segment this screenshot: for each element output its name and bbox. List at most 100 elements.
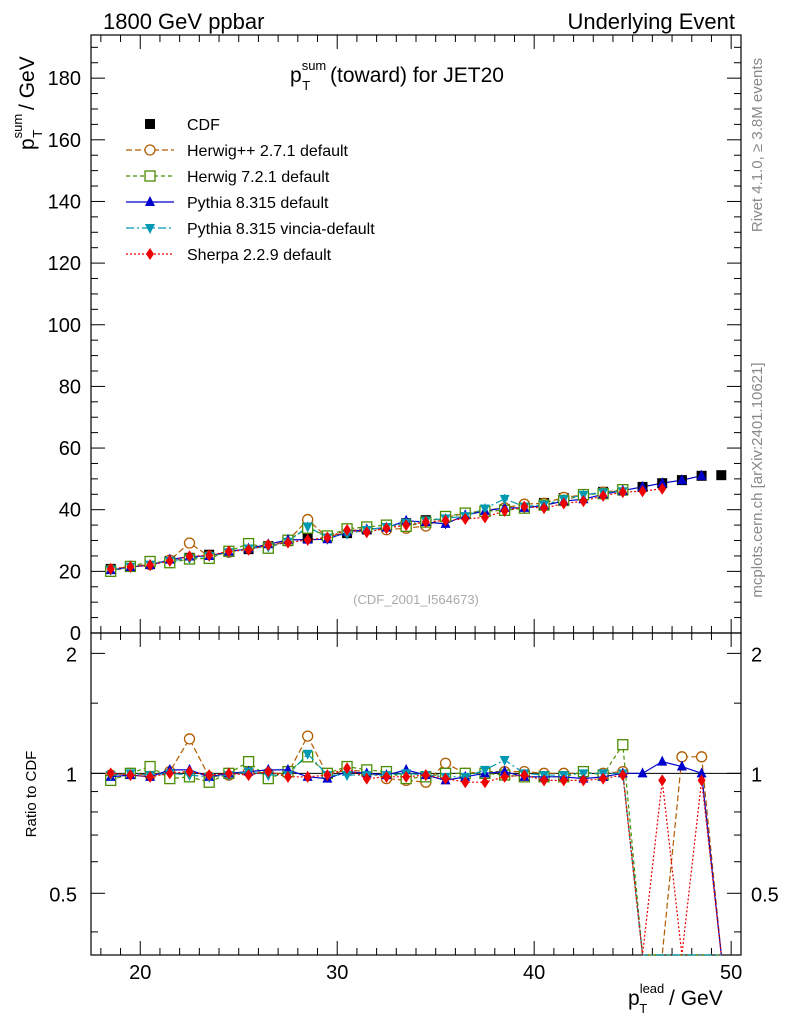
ratio-point-sherpa-2-2-9-default <box>362 772 371 785</box>
legend: CDF Herwig++ 2.7.1 default Herwig 7.2.1 de… <box>126 117 375 264</box>
data-point-herwig-2-7-1-default <box>183 537 196 549</box>
data-point-cdf <box>716 470 727 481</box>
data-point-sherpa-2-2-9-default <box>618 486 627 499</box>
mcplots-label: mcplots.cern.ch [arXiv:2401.10621] <box>749 362 766 597</box>
ratio-point-sherpa-2-2-9-default <box>146 770 155 783</box>
x-axis-label: plead T / GeV <box>628 981 723 1016</box>
data-point-sherpa-2-2-9-default <box>323 531 332 544</box>
x-tick-label: 50 <box>720 962 742 984</box>
data-point-sherpa-2-2-9-default <box>126 560 135 573</box>
main-series-layer <box>105 469 727 578</box>
x-tick-label: 20 <box>129 962 151 984</box>
data-point-pythia-8-315-default <box>676 474 687 485</box>
legend-label-herwig-2-7-1-default: Herwig++ 2.7.1 default <box>187 143 349 160</box>
ratio-point-pythia-8-315-default <box>657 755 668 766</box>
ratio-tick-label-right: 1 <box>751 764 762 786</box>
data-point-sherpa-2-2-9-default <box>599 489 608 502</box>
ratio-point-herwig-7-2-1-default <box>242 755 255 768</box>
ratio-point-sherpa-2-2-9-default <box>658 774 667 787</box>
data-point-sherpa-2-2-9-default <box>559 497 568 510</box>
y-tick-label: 100 <box>48 315 81 337</box>
data-point-sherpa-2-2-9-default <box>579 495 588 508</box>
legend-label-pythia-8-315-default: Pythia 8.315 default <box>187 195 329 212</box>
ratio-point-pythia-8-315-vincia-default <box>479 765 490 776</box>
ratio-tick-label-left: 1 <box>66 764 77 786</box>
y-tick-label: 180 <box>48 68 81 90</box>
ratio-line-herwig-2-7-1-default <box>110 734 722 956</box>
legend-marker-pythia-8-315-vincia-default <box>145 224 155 234</box>
data-point-sherpa-2-2-9-default <box>480 511 489 524</box>
ratio-point-herwig-7-2-1-default <box>617 739 629 751</box>
ratio-point-sherpa-2-2-9-default <box>520 769 529 782</box>
ratio-point-pythia-8-315-vincia-default <box>302 749 313 760</box>
chart-title: psum T (toward) for JET20 <box>290 58 504 93</box>
data-point-sherpa-2-2-9-default <box>224 545 233 558</box>
ratio-point-herwig-2-7-1-default <box>695 751 708 763</box>
ratio-point-herwig-2-7-1-default <box>302 730 314 742</box>
ratio-point-sherpa-2-2-9-default <box>126 769 135 782</box>
legend-marker-herwig-2-7-1-default <box>144 144 156 156</box>
data-point-sherpa-2-2-9-default <box>520 500 529 513</box>
data-point-sherpa-2-2-9-default <box>638 485 647 498</box>
legend-label-herwig-7-2-1-default: Herwig 7.2.1 default <box>187 169 330 186</box>
ratio-point-sherpa-2-2-9-default <box>303 770 312 783</box>
ratio-line-pythia-8-315-default <box>110 760 722 956</box>
ratio-point-herwig-2-7-1-default <box>183 733 196 745</box>
ratio-axis-label: Ratio to CDF <box>23 751 40 838</box>
ratio-point-sherpa-2-2-9-default <box>165 767 174 780</box>
legend-marker-pythia-8-315-default <box>145 196 155 206</box>
data-point-sherpa-2-2-9-default <box>362 526 371 539</box>
analysis-watermark: (CDF_2001_I564673) <box>353 592 479 607</box>
data-point-sherpa-2-2-9-default <box>402 519 411 532</box>
data-point-sherpa-2-2-9-default <box>146 559 155 572</box>
legend-marker-sherpa-2-2-9-default <box>146 248 154 260</box>
ratio-point-pythia-8-315-vincia-default <box>578 769 589 780</box>
ratio-point-sherpa-2-2-9-default <box>599 772 608 785</box>
ratio-point-sherpa-2-2-9-default <box>500 770 509 783</box>
y-tick-label: 160 <box>48 130 81 152</box>
ratio-point-sherpa-2-2-9-default <box>283 770 292 783</box>
legend-marker-cdf <box>145 119 155 129</box>
data-point-sherpa-2-2-9-default <box>283 536 292 549</box>
ratio-line-pythia-8-315-vincia-default <box>110 752 722 956</box>
data-point-sherpa-2-2-9-default <box>461 512 470 525</box>
data-point-pythia-8-315-vincia-default <box>302 522 313 533</box>
header-right: Underlying Event <box>567 9 735 34</box>
data-point-sherpa-2-2-9-default <box>382 522 391 535</box>
ratio-point-herwig-2-7-1-default <box>676 751 688 763</box>
ratio-point-sherpa-2-2-9-default <box>559 774 568 787</box>
ratio-point-sherpa-2-2-9-default <box>421 769 430 782</box>
ratio-plot-frame <box>90 632 742 956</box>
ratio-point-sherpa-2-2-9-default <box>106 767 115 780</box>
data-point-sherpa-2-2-9-default <box>421 516 430 529</box>
ratio-point-sherpa-2-2-9-default <box>461 776 470 789</box>
data-point-pythia-8-315-default <box>696 469 707 480</box>
x-tick-label: 30 <box>326 962 348 984</box>
data-point-sherpa-2-2-9-default <box>185 550 194 563</box>
y-tick-label: 0 <box>70 623 81 645</box>
y-tick-label: 80 <box>59 376 81 398</box>
legend-label-sherpa-2-2-9-default: Sherpa 2.2.9 default <box>187 247 332 264</box>
series-line-herwig-2-7-1-default <box>110 489 623 571</box>
data-point-sherpa-2-2-9-default <box>205 549 214 562</box>
ratio-point-pythia-8-315-vincia-default <box>499 756 510 767</box>
ratio-point-sherpa-2-2-9-default <box>618 769 627 782</box>
ratio-point-sherpa-2-2-9-default <box>323 769 332 782</box>
ratio-point-sherpa-2-2-9-default <box>264 765 273 778</box>
data-point-sherpa-2-2-9-default <box>106 562 115 575</box>
y-tick-label: 60 <box>59 438 81 460</box>
data-point-sherpa-2-2-9-default <box>343 524 352 537</box>
ratio-point-sherpa-2-2-9-default <box>185 765 194 778</box>
ratio-tick-label-right: 2 <box>751 644 762 666</box>
data-point-sherpa-2-2-9-default <box>658 482 667 495</box>
legend-marker-herwig-7-2-1-default <box>144 170 156 182</box>
legend-label-cdf: CDF <box>187 117 220 134</box>
y-tick-label: 140 <box>48 191 81 213</box>
ratio-point-herwig-7-2-1-default <box>144 760 156 773</box>
data-point-sherpa-2-2-9-default <box>500 504 509 517</box>
y-tick-label: 20 <box>59 561 81 583</box>
data-point-sherpa-2-2-9-default <box>303 533 312 546</box>
data-point-sherpa-2-2-9-default <box>540 502 549 515</box>
